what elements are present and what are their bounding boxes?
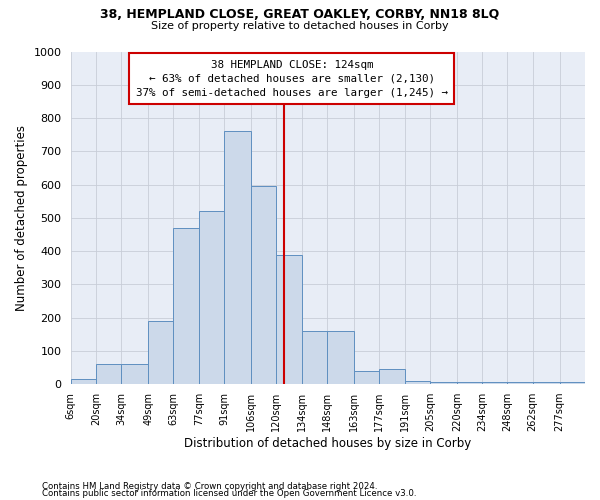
Bar: [533, 382, 560, 384]
Bar: [173, 228, 199, 384]
Bar: [560, 382, 585, 384]
Bar: [71, 380, 96, 384]
Text: 38, HEMPLAND CLOSE, GREAT OAKLEY, CORBY, NN18 8LQ: 38, HEMPLAND CLOSE, GREAT OAKLEY, CORBY,…: [100, 8, 500, 20]
Bar: [96, 364, 121, 384]
Y-axis label: Number of detached properties: Number of detached properties: [15, 125, 28, 311]
Bar: [508, 382, 533, 384]
Bar: [251, 186, 277, 384]
Text: Contains public sector information licensed under the Open Government Licence v3: Contains public sector information licen…: [42, 490, 416, 498]
Bar: [277, 254, 302, 384]
Bar: [121, 364, 148, 384]
X-axis label: Distribution of detached houses by size in Corby: Distribution of detached houses by size …: [184, 437, 472, 450]
Bar: [457, 382, 482, 384]
Text: Contains HM Land Registry data © Crown copyright and database right 2024.: Contains HM Land Registry data © Crown c…: [42, 482, 377, 491]
Bar: [327, 331, 354, 384]
Bar: [404, 381, 430, 384]
Bar: [224, 132, 251, 384]
Bar: [379, 370, 404, 384]
Bar: [302, 331, 327, 384]
Text: Size of property relative to detached houses in Corby: Size of property relative to detached ho…: [151, 21, 449, 31]
Text: 38 HEMPLAND CLOSE: 124sqm
← 63% of detached houses are smaller (2,130)
37% of se: 38 HEMPLAND CLOSE: 124sqm ← 63% of detac…: [136, 60, 448, 98]
Bar: [430, 382, 457, 384]
Bar: [354, 371, 379, 384]
Bar: [482, 382, 508, 384]
Bar: [148, 321, 173, 384]
Bar: [199, 211, 224, 384]
